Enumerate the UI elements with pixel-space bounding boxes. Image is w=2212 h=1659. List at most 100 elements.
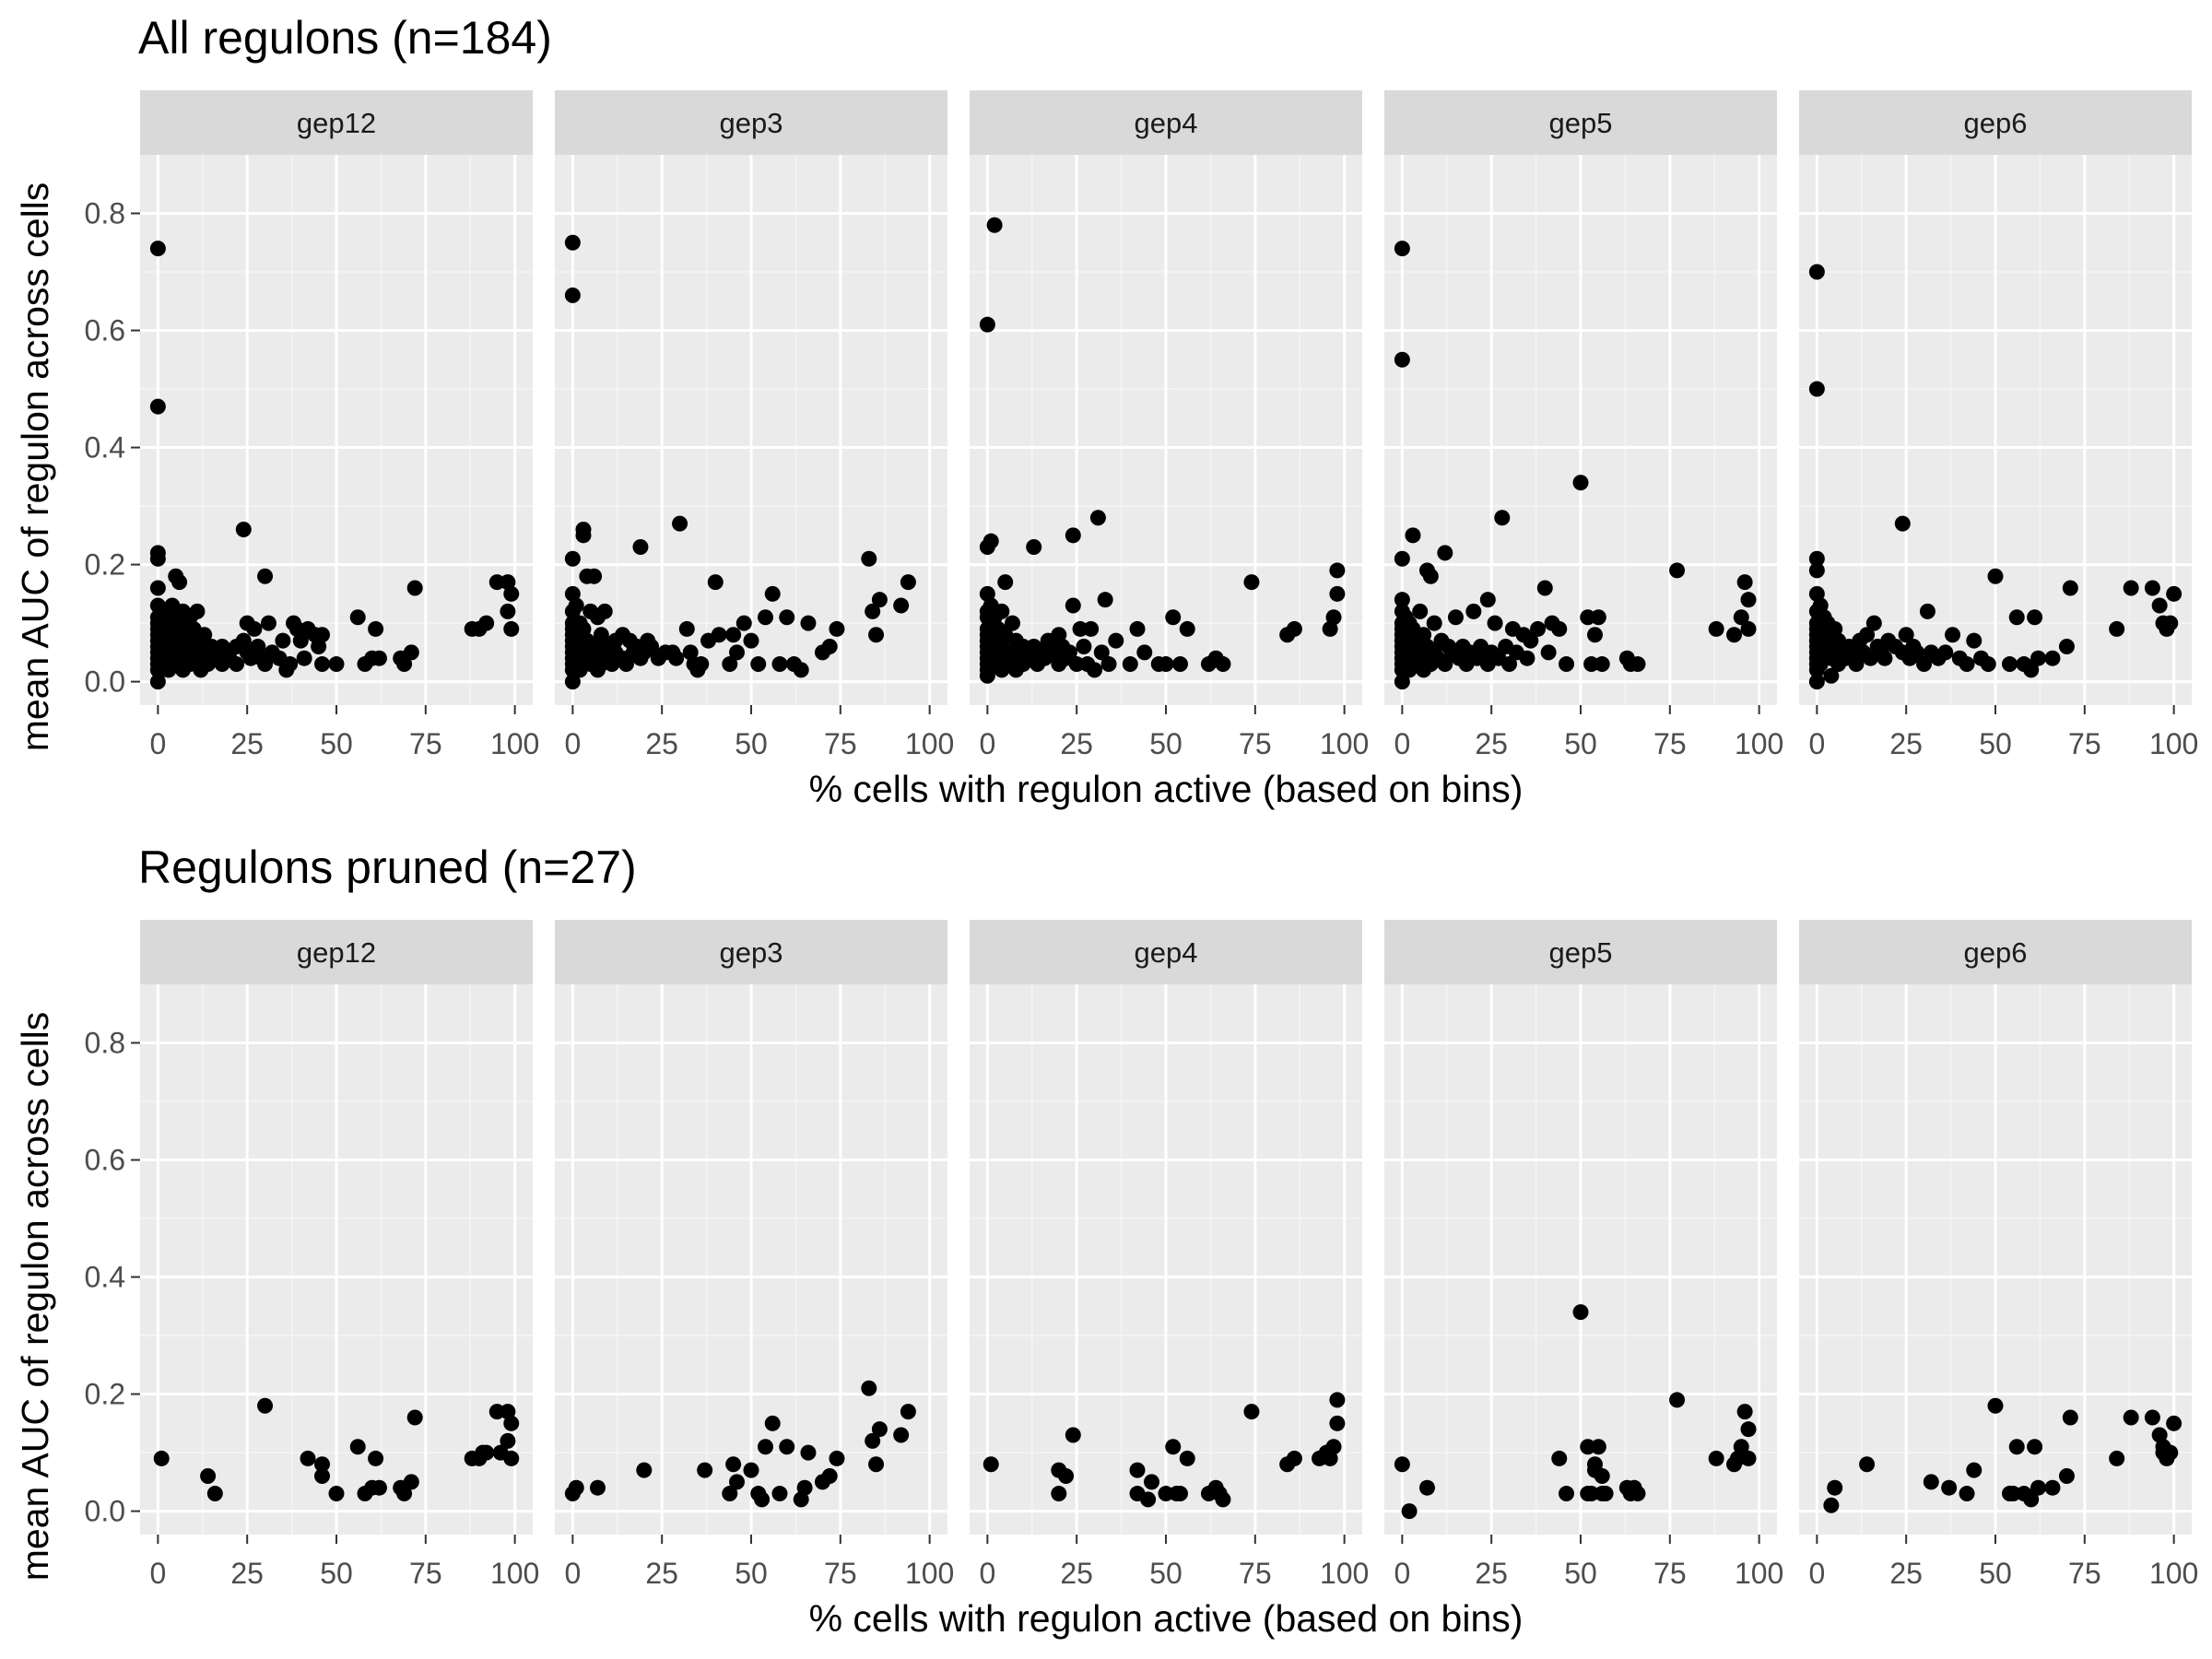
facet-strip — [970, 920, 1362, 984]
x-tick-label: 0 — [979, 1557, 995, 1590]
data-point — [1708, 620, 1724, 637]
data-point — [349, 1439, 366, 1455]
data-point — [1559, 656, 1575, 673]
data-point — [1736, 574, 1753, 591]
x-axis-title: % cells with regulon active (based on bi… — [809, 1597, 1524, 1640]
data-point — [1465, 603, 1482, 619]
data-point — [697, 1462, 713, 1478]
chart-row-1: All regulons (n=184) 0.0 0.2 0.4 0.6 0.8 gep12… — [14, 12, 2198, 810]
y-axis-title: mean AUC of regulon across cells — [14, 1012, 56, 1582]
data-point — [1823, 1497, 1840, 1513]
data-point — [2062, 1409, 2078, 1426]
x-tick-label: 25 — [230, 727, 264, 760]
data-point — [2109, 1450, 2125, 1466]
data-point — [750, 656, 767, 673]
data-point — [1540, 644, 1557, 661]
data-point — [979, 316, 995, 333]
x-tick-label: 25 — [1475, 1557, 1508, 1590]
facet-strip-label: gep4 — [1135, 936, 1198, 969]
data-point — [1594, 1467, 1610, 1484]
x-tick-label: 100 — [490, 727, 539, 760]
data-point — [2027, 1439, 2043, 1455]
data-point — [1065, 597, 1081, 614]
x-tick-label: 0 — [1394, 727, 1410, 760]
data-point — [1325, 609, 1342, 626]
data-point — [1329, 562, 1346, 579]
x-tick-label: 100 — [2149, 1557, 2198, 1590]
data-point — [1848, 656, 1865, 673]
x-tick-label: 75 — [1653, 727, 1687, 760]
data-point — [1740, 1421, 1757, 1438]
data-point — [868, 627, 885, 643]
data-point — [2023, 662, 2040, 678]
data-point — [1987, 568, 2004, 584]
facet-strip-label: gep5 — [1549, 107, 1613, 139]
facet-strip-label: gep5 — [1549, 936, 1613, 969]
x-tick-label: 25 — [1060, 727, 1093, 760]
data-point — [800, 615, 817, 631]
data-point — [260, 615, 276, 631]
data-point — [1580, 609, 1596, 626]
x-tick-label: 100 — [2149, 727, 2198, 760]
data-point — [189, 603, 206, 619]
x-tick-label: 0 — [1808, 727, 1825, 760]
data-point — [1394, 351, 1410, 368]
data-point — [2155, 1439, 2171, 1455]
data-point — [568, 1479, 584, 1496]
data-point — [1243, 1404, 1260, 1420]
x-tick-label: 50 — [1564, 727, 1597, 760]
x-tick-label: 0 — [979, 727, 995, 760]
data-point — [1100, 656, 1117, 673]
data-point — [729, 644, 746, 661]
data-point — [1158, 1486, 1174, 1502]
data-point — [564, 234, 581, 251]
data-point — [2162, 615, 2179, 631]
data-point — [771, 656, 788, 673]
data-point — [1630, 656, 1646, 673]
data-point — [1243, 574, 1260, 591]
data-point — [982, 1456, 999, 1473]
data-point — [1865, 615, 1882, 631]
x-tick-label: 75 — [409, 1557, 442, 1590]
data-point — [314, 627, 331, 643]
data-point — [1808, 550, 1825, 567]
data-point — [1136, 644, 1153, 661]
data-point — [314, 1467, 331, 1484]
data-point — [403, 644, 419, 661]
data-point — [1479, 592, 1496, 608]
facet-strip — [1799, 920, 2192, 984]
x-tick-label: 75 — [409, 727, 442, 760]
data-point — [1736, 1404, 1753, 1420]
data-point — [1894, 515, 1911, 532]
data-point — [779, 1439, 795, 1455]
data-point — [1329, 1392, 1346, 1408]
data-point — [492, 1444, 509, 1461]
data-point — [1859, 627, 1876, 643]
data-point — [396, 1486, 413, 1502]
facet-strip — [1384, 90, 1777, 155]
data-point — [793, 662, 809, 678]
y-tick-label: 0.4 — [85, 1261, 125, 1294]
data-point — [711, 627, 727, 643]
x-tick-label: 75 — [1239, 727, 1272, 760]
data-point — [1966, 1462, 1983, 1478]
facet-strip-label: gep12 — [297, 107, 376, 139]
data-point — [1026, 539, 1042, 556]
x-tick-label: 50 — [735, 727, 768, 760]
data-point — [1422, 568, 1439, 584]
data-point — [488, 574, 505, 591]
data-point — [764, 1415, 781, 1431]
x-tick-label: 0 — [564, 1557, 581, 1590]
data-point — [1959, 656, 1975, 673]
data-point — [2144, 580, 2160, 596]
data-point — [500, 1432, 516, 1449]
x-tick-label: 50 — [1149, 727, 1182, 760]
data-point — [292, 632, 309, 649]
data-point — [1394, 674, 1410, 690]
x-tick-label: 25 — [645, 1557, 678, 1590]
data-point — [979, 667, 995, 684]
data-point — [1966, 632, 1983, 649]
x-tick-label: 100 — [1320, 1557, 1369, 1590]
data-point — [1823, 667, 1840, 684]
data-point — [564, 287, 581, 303]
